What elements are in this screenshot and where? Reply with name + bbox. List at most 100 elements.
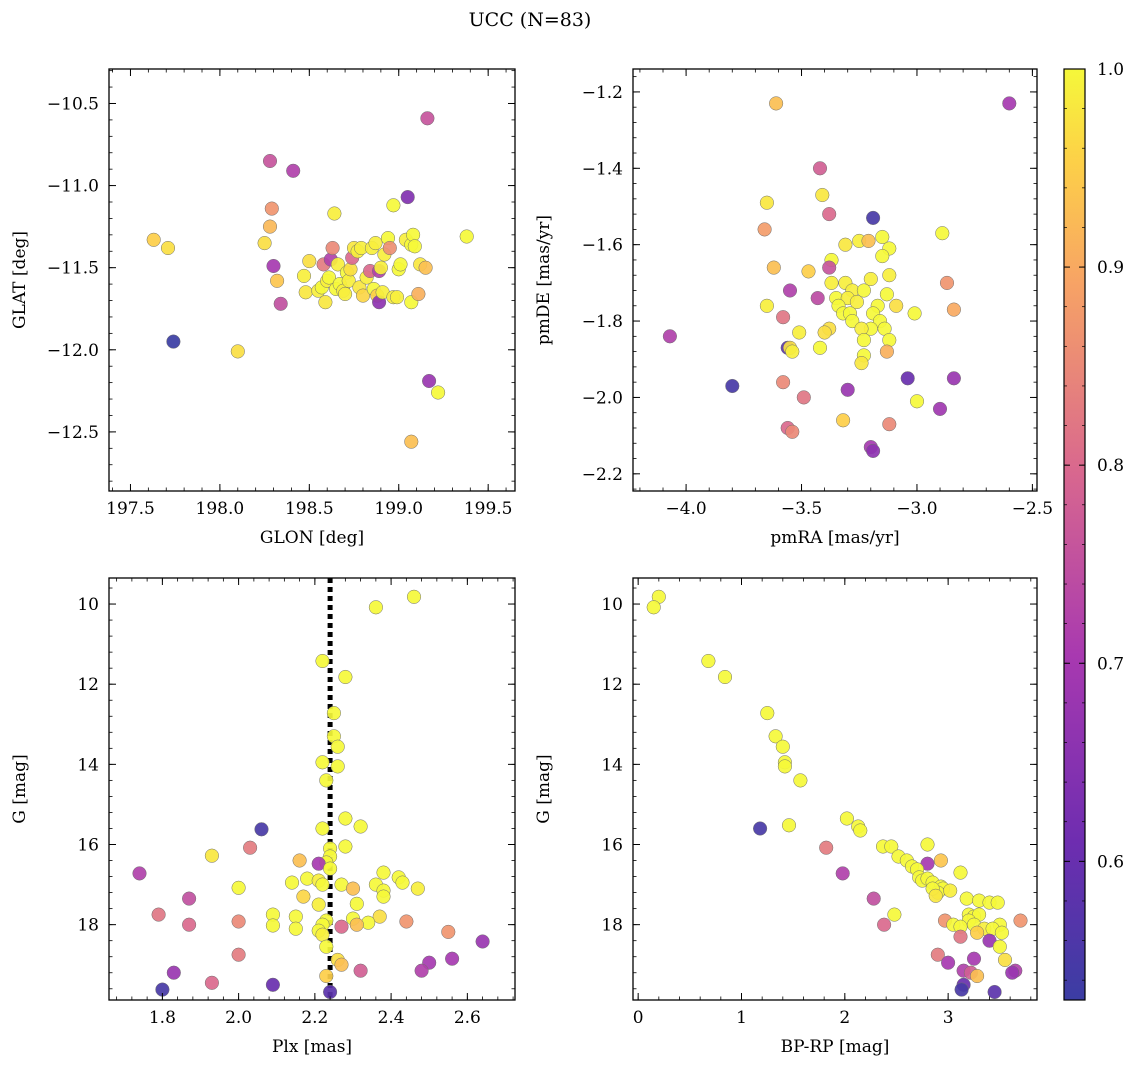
x-tick-label: 1 [736,1008,747,1028]
colorbar-tick-label: 0.7 [1097,654,1124,674]
scatter-point [875,249,890,264]
scatter-point [298,285,313,300]
scatter-point [836,413,851,428]
scatter-point [946,302,961,317]
scatter-point [414,963,429,978]
scatter-point [326,706,341,721]
scatter-point [785,344,800,359]
scatter-point [900,371,915,386]
scatter-point [856,333,871,348]
scatter-point [338,286,353,302]
scatter-point [866,210,881,225]
x-tick-label: 2.4 [378,1008,405,1028]
scatter-point [877,917,892,932]
scatter-point [887,907,902,922]
x-tick-label: 199.5 [464,499,513,519]
x-tick-label: 198.0 [196,499,245,519]
x-tick-label: −3.5 [781,499,822,519]
scatter-point [330,759,345,774]
scatter-point [231,880,246,895]
scatter-point [315,653,330,669]
scatter-point [318,295,333,310]
scatter-point [257,236,272,251]
scatter-point [254,822,269,837]
scatter-point [759,298,774,313]
scatter-point [262,153,278,169]
y-tick-label: −1.8 [582,312,623,332]
scatter-point [373,260,388,275]
scatter-point [296,268,312,283]
y-tick-label: 14 [77,755,99,775]
scatter-point [935,226,950,241]
scatter-point [817,325,832,340]
scatter-point [338,811,353,826]
scatter-point [368,600,383,615]
scatter-point [932,401,948,416]
scatter-point [382,240,397,256]
x-axis-label: pmRA [mas/yr] [770,528,899,548]
scatter-point [315,927,330,942]
x-axis-label: BP-RP [mag] [781,1037,890,1057]
x-tick-label: −4.0 [665,499,706,519]
scatter-point [782,283,798,298]
scatter-point [166,965,181,980]
scatter-point [410,881,425,896]
scatter-point [327,206,342,221]
scatter-points [662,96,1017,458]
x-tick-label: −3.0 [896,499,937,519]
scatter-point [418,260,433,275]
scatter-point [970,925,985,940]
scatter-point [882,417,897,432]
scatter-point [1002,96,1017,111]
scatter-point [330,739,345,754]
scatter-point [646,600,661,615]
scatter-point [757,222,772,237]
x-axis-label: GLON [deg] [260,528,364,548]
scatter-point [475,934,490,949]
y-tick-label: 14 [601,755,623,775]
scatter-point [933,853,948,868]
scatter-point [265,977,280,992]
scatter-point [819,840,834,855]
colorbar: 0.6 0.7 0.8 0.9 1.0 [1063,60,1124,1001]
scatter-point [941,955,956,970]
scatter-point [801,264,816,279]
scatter-point [939,275,955,290]
y-axis-label: GLAT [deg] [10,231,30,329]
scatter-point [777,759,792,774]
scatter-point [822,260,837,275]
scatter-point [884,839,899,854]
scatter-point [376,889,391,904]
y-tick-label: 10 [601,595,623,615]
scatter-point [760,706,775,721]
scatter-point [265,918,280,933]
scatter-point [824,275,839,290]
scatter-point [861,233,876,248]
scatter-point [810,291,825,306]
scatter-point [966,951,982,966]
scatter-point [769,96,784,111]
y-tick-label: 10 [77,595,99,615]
scatter-point [928,888,943,903]
scatter-point [182,891,197,906]
x-tick-label: −2.5 [1012,499,1053,519]
y-tick-label: −11.5 [47,259,99,279]
scatter-point [349,917,364,932]
y-tick-label: −11.0 [47,177,99,197]
scatter-point [151,907,166,922]
scatter-point [264,201,279,216]
scatter-point [882,333,897,348]
scatter-point [849,294,864,310]
scatter-point [717,669,733,685]
scatter-point [389,290,405,305]
scatter-point [315,877,330,892]
scatter-point [243,840,258,855]
scatter-point [372,909,387,924]
x-tick-label: 2.2 [301,1008,328,1028]
scatter-point [204,975,219,990]
scatter-point [386,198,401,213]
panel-1: 197.5 198.0 198.5 199.0 199.5 −10.5 −11.0 −11.5… [10,68,516,548]
scatter-points [132,578,490,1000]
ticks [109,578,515,1000]
scatter-point [445,951,460,966]
